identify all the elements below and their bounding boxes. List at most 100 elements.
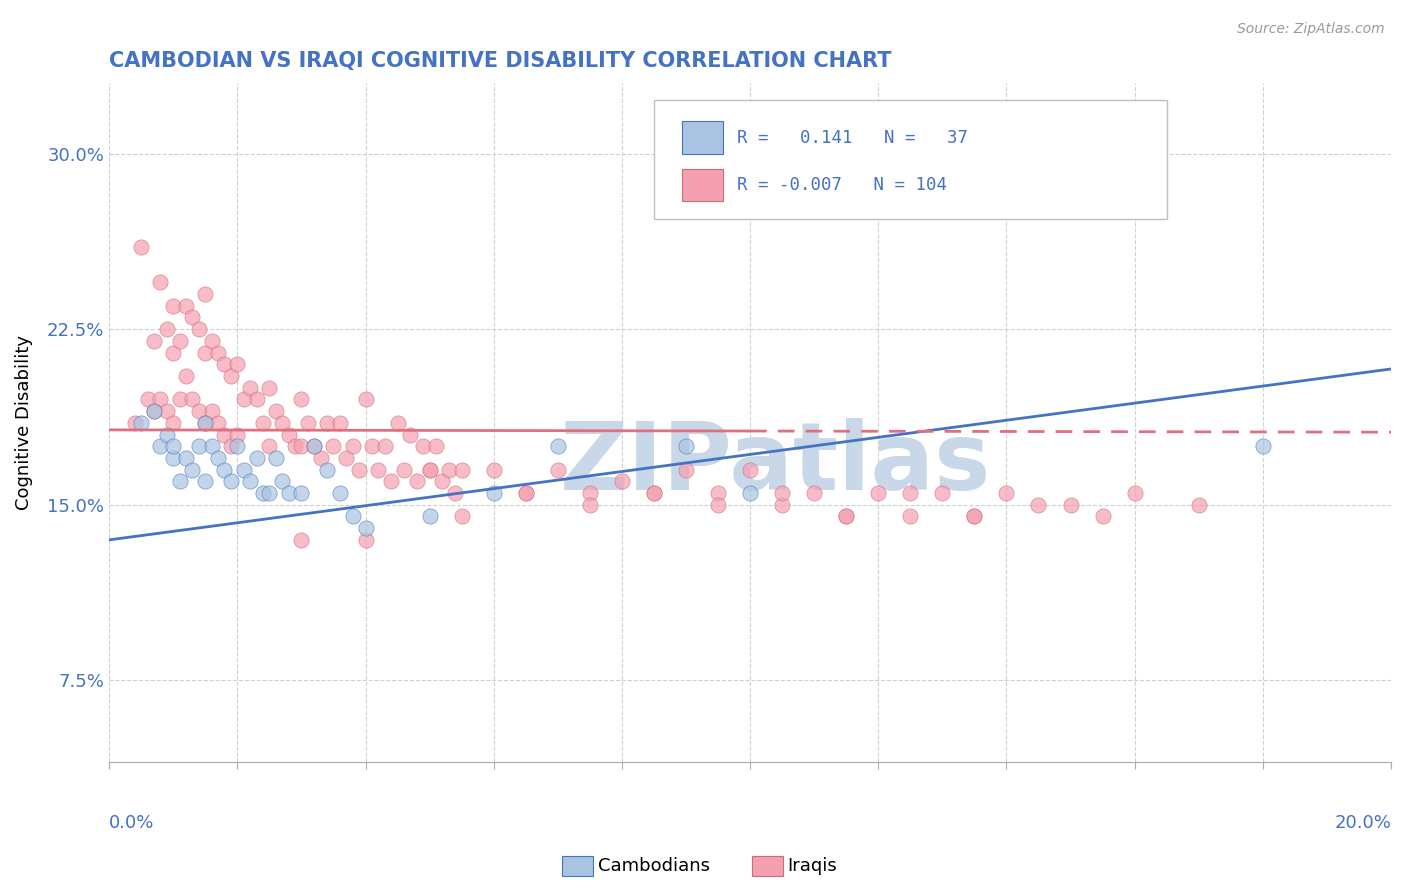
Point <box>169 475 191 489</box>
Point <box>194 345 217 359</box>
Point <box>329 486 352 500</box>
Point <box>770 498 793 512</box>
Point <box>419 463 441 477</box>
Point <box>226 357 249 371</box>
Point <box>380 475 402 489</box>
Point <box>367 463 389 477</box>
Point <box>643 486 665 500</box>
Point <box>174 450 197 465</box>
Text: ZIPatlas: ZIPatlas <box>560 417 991 509</box>
Point <box>450 509 472 524</box>
Point <box>174 299 197 313</box>
Point <box>399 427 422 442</box>
Point <box>169 392 191 407</box>
Point <box>316 463 339 477</box>
Point <box>419 509 441 524</box>
Point <box>194 475 217 489</box>
Point <box>201 404 224 418</box>
Point <box>1251 439 1274 453</box>
Point <box>342 439 364 453</box>
Point <box>610 475 633 489</box>
Point <box>239 475 262 489</box>
Point <box>309 450 332 465</box>
Text: R = -0.007   N = 104: R = -0.007 N = 104 <box>737 177 948 194</box>
Point <box>707 486 730 500</box>
Point <box>392 463 415 477</box>
FancyBboxPatch shape <box>682 121 723 154</box>
Point <box>245 450 267 465</box>
Point <box>450 463 472 477</box>
Point <box>277 427 299 442</box>
Point <box>290 486 312 500</box>
Point <box>252 486 274 500</box>
Point <box>931 486 953 500</box>
Point <box>239 381 262 395</box>
Point <box>181 310 204 325</box>
Point <box>643 486 665 500</box>
Point <box>271 416 294 430</box>
Point <box>264 450 287 465</box>
Point <box>444 486 467 500</box>
Text: 20.0%: 20.0% <box>1334 814 1391 832</box>
Point <box>219 439 242 453</box>
Text: Cambodians: Cambodians <box>598 857 710 875</box>
Point <box>174 369 197 384</box>
Point <box>207 450 229 465</box>
Point <box>232 463 254 477</box>
Point <box>232 392 254 407</box>
Text: 0.0%: 0.0% <box>110 814 155 832</box>
Point <box>316 416 339 430</box>
Point <box>259 439 281 453</box>
Point <box>374 439 396 453</box>
Point <box>214 357 236 371</box>
Point <box>738 463 761 477</box>
Point <box>675 439 697 453</box>
Point <box>149 392 172 407</box>
Point <box>1188 498 1211 512</box>
Point <box>156 322 179 336</box>
Point <box>187 404 209 418</box>
Point <box>898 486 921 500</box>
Point <box>143 334 166 348</box>
FancyBboxPatch shape <box>682 169 723 202</box>
Point <box>264 404 287 418</box>
Point <box>579 498 602 512</box>
Point <box>354 521 377 535</box>
Point <box>868 486 890 500</box>
Point <box>271 475 294 489</box>
Point <box>181 463 204 477</box>
Point <box>707 498 730 512</box>
Point <box>136 392 159 407</box>
Point <box>419 463 441 477</box>
Point <box>162 450 184 465</box>
Point <box>226 439 249 453</box>
Point <box>124 416 146 430</box>
Point <box>162 439 184 453</box>
Point <box>149 439 172 453</box>
Point <box>835 509 858 524</box>
Point <box>194 287 217 301</box>
Point <box>898 509 921 524</box>
Point <box>1059 498 1081 512</box>
Point <box>181 392 204 407</box>
Point <box>201 334 224 348</box>
Point <box>129 240 152 254</box>
Point <box>675 463 697 477</box>
Point <box>515 486 537 500</box>
Point <box>347 463 370 477</box>
Point <box>162 345 184 359</box>
Point <box>277 486 299 500</box>
Point <box>194 416 217 430</box>
Text: CAMBODIAN VS IRAQI COGNITIVE DISABILITY CORRELATION CHART: CAMBODIAN VS IRAQI COGNITIVE DISABILITY … <box>110 51 891 70</box>
Point <box>290 533 312 547</box>
Point <box>437 463 460 477</box>
Point <box>432 475 454 489</box>
Point <box>482 463 505 477</box>
Point <box>169 334 191 348</box>
Point <box>963 509 986 524</box>
Point <box>284 439 307 453</box>
Point <box>425 439 447 453</box>
Point <box>335 450 357 465</box>
Point <box>201 439 224 453</box>
Point <box>387 416 409 430</box>
